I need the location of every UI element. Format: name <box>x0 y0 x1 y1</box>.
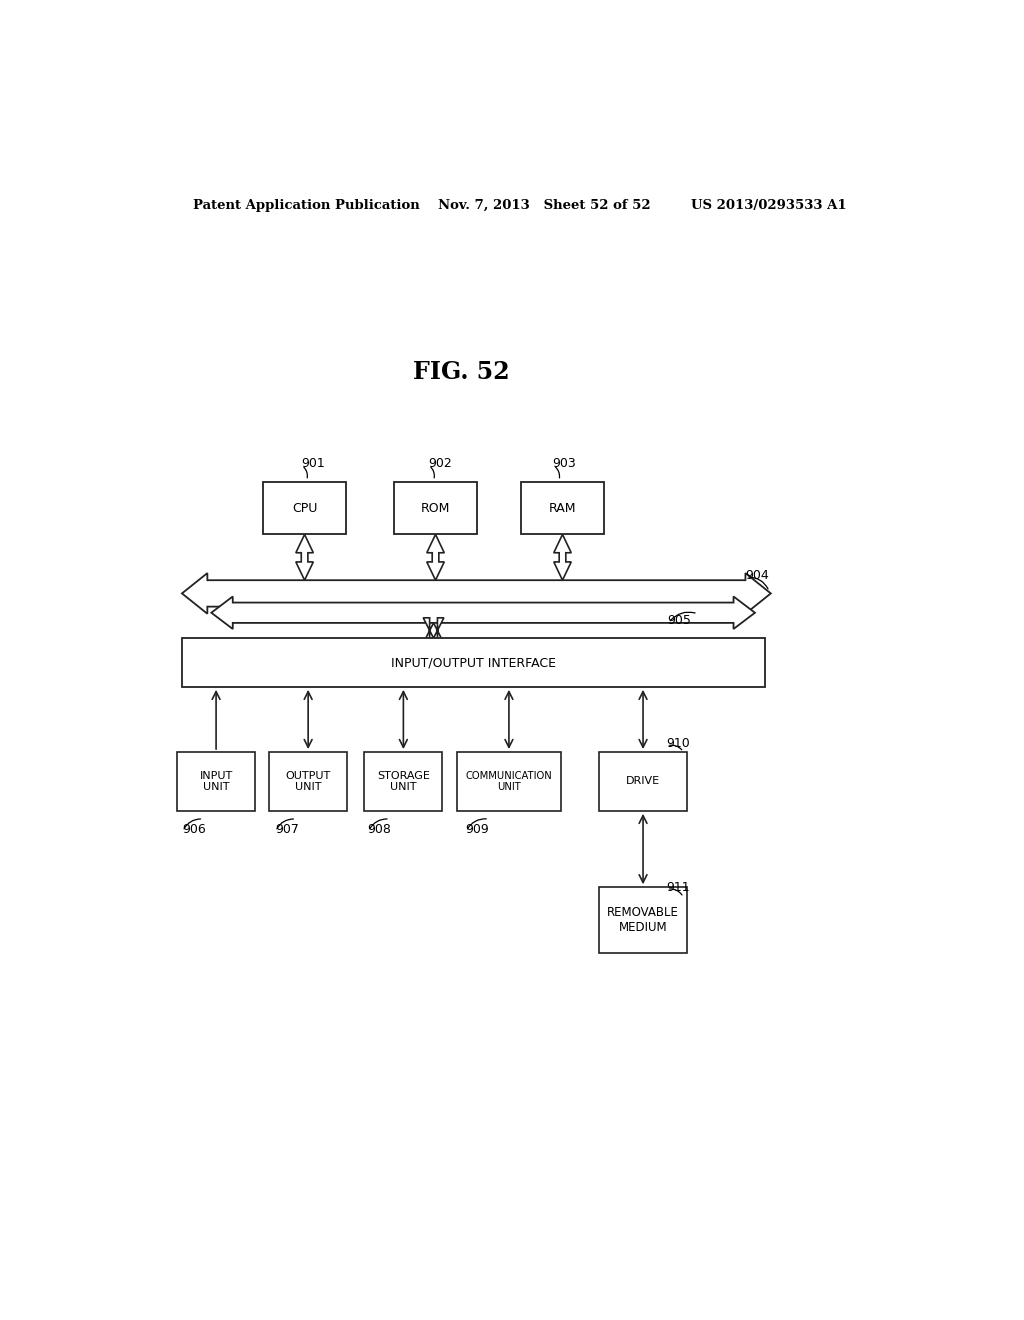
Text: 902: 902 <box>428 457 452 470</box>
Polygon shape <box>423 618 443 643</box>
Text: REMOVABLE
MEDIUM: REMOVABLE MEDIUM <box>607 907 679 935</box>
Text: 901: 901 <box>301 457 325 470</box>
Text: 911: 911 <box>666 880 690 894</box>
Polygon shape <box>211 597 755 630</box>
Text: 904: 904 <box>745 569 769 582</box>
Text: 907: 907 <box>274 822 299 836</box>
FancyBboxPatch shape <box>177 752 255 810</box>
Text: Patent Application Publication: Patent Application Publication <box>194 198 420 211</box>
FancyBboxPatch shape <box>365 752 442 810</box>
Text: ROM: ROM <box>421 502 451 515</box>
Text: 909: 909 <box>465 822 489 836</box>
Text: INPUT/OUTPUT INTERFACE: INPUT/OUTPUT INTERFACE <box>391 656 556 669</box>
FancyBboxPatch shape <box>269 752 347 810</box>
Text: OUTPUT
UNIT: OUTPUT UNIT <box>286 771 331 792</box>
Text: FIG. 52: FIG. 52 <box>413 360 510 384</box>
FancyBboxPatch shape <box>458 752 560 810</box>
Text: INPUT
UNIT: INPUT UNIT <box>200 771 232 792</box>
FancyBboxPatch shape <box>394 482 477 535</box>
Text: 906: 906 <box>182 822 206 836</box>
Text: STORAGE
UNIT: STORAGE UNIT <box>377 771 430 792</box>
Text: 910: 910 <box>666 738 690 750</box>
FancyBboxPatch shape <box>599 887 687 953</box>
Text: CPU: CPU <box>292 502 317 515</box>
FancyBboxPatch shape <box>182 638 765 686</box>
Text: 908: 908 <box>368 822 391 836</box>
Text: 903: 903 <box>553 457 577 470</box>
Text: DRIVE: DRIVE <box>626 776 660 787</box>
Polygon shape <box>182 573 771 614</box>
Text: RAM: RAM <box>549 502 577 515</box>
FancyBboxPatch shape <box>263 482 346 535</box>
FancyBboxPatch shape <box>599 752 687 810</box>
FancyBboxPatch shape <box>521 482 604 535</box>
Polygon shape <box>554 535 571 581</box>
Polygon shape <box>296 535 313 581</box>
Polygon shape <box>427 535 444 581</box>
Text: 905: 905 <box>668 614 691 627</box>
Text: COMMUNICATION
UNIT: COMMUNICATION UNIT <box>466 771 552 792</box>
Text: US 2013/0293533 A1: US 2013/0293533 A1 <box>691 198 847 211</box>
Text: Nov. 7, 2013   Sheet 52 of 52: Nov. 7, 2013 Sheet 52 of 52 <box>437 198 650 211</box>
